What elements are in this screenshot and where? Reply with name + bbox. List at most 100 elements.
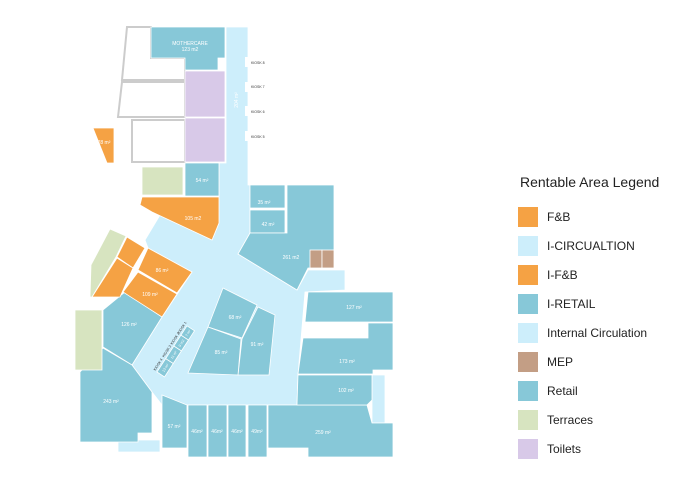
terrace — [89, 228, 127, 298]
legend-swatch — [518, 380, 538, 401]
circulation-area — [117, 439, 161, 453]
mep-room — [309, 249, 323, 269]
legend-swatch — [518, 409, 538, 430]
legend-title: Rentable Area Legend — [520, 174, 660, 190]
unit-label: 28 m² — [98, 140, 111, 146]
unit-label: 46m² — [191, 429, 203, 435]
unit-91[interactable] — [237, 306, 276, 376]
legend-swatch — [518, 293, 538, 314]
terrace — [141, 166, 184, 196]
legend-item: I-RETAIL — [518, 289, 659, 318]
legend-label: Toilets — [547, 441, 582, 456]
kiosk-label: KIOSK 2 — [170, 332, 181, 346]
unit-label: 46m² — [231, 429, 243, 435]
unit-label: 259 m² — [315, 430, 331, 436]
unit-46b[interactable] — [207, 404, 228, 458]
unit-243[interactable] — [79, 347, 153, 443]
unit-86[interactable] — [137, 247, 193, 294]
kiosk-area: 13 m² — [161, 362, 170, 372]
kiosk-label: KIOSK 7 — [251, 85, 265, 89]
unit-label: 57 m² — [168, 424, 181, 430]
kiosk-area: 11 m² — [170, 350, 179, 360]
unit-label: MOTHERCARE — [172, 41, 208, 47]
legend-label: I-CIRCUALTION — [547, 238, 635, 253]
unit-label: 49m² — [251, 429, 263, 435]
legend-swatch — [518, 351, 538, 372]
unit-label: 91 m² — [251, 342, 264, 348]
legend-swatch — [518, 235, 538, 256]
unit-label: 127 m² — [346, 305, 362, 311]
legend-swatch — [518, 438, 538, 459]
unit-102[interactable] — [296, 374, 373, 406]
unit-85[interactable] — [187, 326, 242, 376]
unit-label: 54 m² — [196, 178, 209, 184]
kiosk-8[interactable] — [245, 57, 248, 67]
circulation-label: 204 m² — [234, 92, 240, 108]
kiosk-5[interactable] — [245, 131, 248, 141]
kiosk-label: KIOSK 5 — [251, 135, 265, 139]
unlet-room — [131, 119, 186, 163]
unit-label: 109 m² — [142, 292, 158, 298]
unit-label: 261 m2 — [283, 255, 300, 261]
kiosk-label: KIOSK 8 — [251, 61, 265, 65]
kiosk-label: KIOSK 4 — [153, 358, 164, 372]
legend-label: F&B — [547, 209, 571, 224]
unit-35[interactable] — [249, 184, 286, 209]
legend-label: I-RETAIL — [547, 296, 596, 311]
legend-item: Internal Circulation — [518, 318, 659, 347]
kiosk-label: KIOSK 3 — [162, 344, 173, 358]
terrace — [74, 309, 103, 371]
unit-label: 85 m² — [215, 350, 228, 356]
legend-swatch — [518, 322, 538, 343]
legend-item: MEP — [518, 347, 659, 376]
legend-item: Retail — [518, 376, 659, 405]
unit-173[interactable] — [297, 322, 394, 375]
kiosk-label: KIOSK 1 — [177, 321, 188, 335]
toilets — [184, 117, 226, 163]
unit-127[interactable] — [304, 291, 394, 323]
unit-54[interactable] — [184, 162, 220, 197]
legend-item: I-F&B — [518, 260, 659, 289]
fnb-unit[interactable] — [91, 257, 134, 298]
unit-105[interactable] — [139, 196, 220, 241]
circulation-area — [371, 374, 386, 424]
unit-109[interactable] — [122, 271, 178, 318]
unit-label: 68 m² — [229, 315, 242, 321]
mep-room — [321, 249, 335, 269]
legend-label: Terraces — [547, 412, 594, 427]
unit-49[interactable] — [247, 404, 268, 458]
unit-46c[interactable] — [227, 404, 247, 458]
unit-label: 123 m2 — [182, 47, 199, 53]
unit-68[interactable] — [207, 287, 258, 339]
unit-57[interactable] — [161, 394, 188, 449]
legend-swatch — [518, 206, 538, 227]
legend-swatch — [518, 264, 538, 285]
kiosk-1[interactable] — [180, 325, 196, 341]
unit-28[interactable] — [92, 127, 115, 164]
unit-label: 105 m2 — [185, 216, 202, 222]
unlet-room — [116, 81, 186, 118]
unit-259[interactable] — [267, 404, 394, 458]
unit-label: 35 m² — [258, 200, 271, 206]
unit-label: 46m² — [211, 429, 223, 435]
unit-mothercare[interactable] — [150, 26, 226, 71]
legend-item: Toilets — [518, 434, 659, 463]
kiosk-6[interactable] — [245, 106, 248, 116]
unit-label: 102 m² — [338, 388, 354, 394]
legend-item: F&B — [518, 202, 659, 231]
toilets — [184, 70, 226, 118]
kiosk-7[interactable] — [245, 82, 248, 92]
legend-label: Retail — [547, 383, 578, 398]
unit-label: 173 m² — [339, 359, 355, 365]
kiosk-area: 7 m² — [185, 328, 193, 337]
kiosk-strip: 13 m² 11 m² 9 m2 7 m² KIOSK 4 KIOSK 3 KI… — [153, 321, 196, 378]
kiosk-column: KIOSK 8 KIOSK 7 KIOSK 6 KIOSK 5 — [245, 57, 265, 141]
legend-item: Terraces — [518, 405, 659, 434]
kiosk-area: 9 m2 — [178, 339, 186, 348]
legend-label: Internal Circulation — [547, 325, 648, 340]
unit-label: 42 m² — [262, 222, 275, 228]
unit-46a[interactable] — [187, 404, 208, 458]
unit-label: 243 m² — [103, 399, 119, 405]
